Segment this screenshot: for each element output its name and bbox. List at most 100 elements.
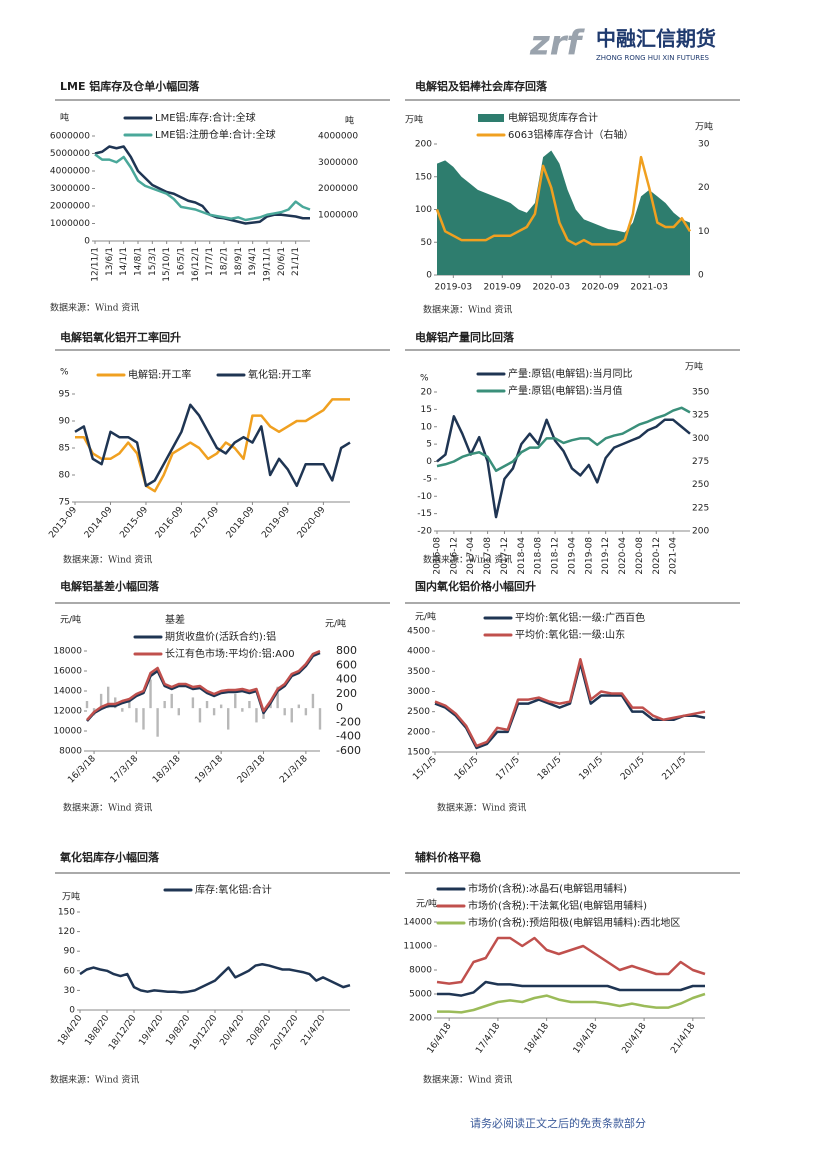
legend-label: 长江有色市场:平均价:铝:A00 [165,647,295,660]
basis-bar [234,693,237,709]
y-tick-label: 100 [415,205,432,215]
x-tick-label: 20/12/20 [269,1013,301,1052]
y-tick-label: -20 [417,527,432,537]
y-tick-label: 150 [415,172,432,182]
y-axis-unit: 万吨 [62,891,80,903]
y2-tick-label: 1000000 [318,210,358,220]
y2-tick-label: 800 [336,644,357,657]
source-note: 数据来源：Wind 资讯 [423,304,512,316]
y-tick-label: 3000 [407,687,430,697]
y2-axis-unit: 万吨 [695,121,713,133]
x-tick-label: 2020-09 [581,283,619,293]
x-tick-label: 17/7/1 [205,247,215,276]
y-tick-label: 80 [59,471,71,481]
basis-bar [191,697,195,709]
x-tick-label: 20/1/5 [619,755,647,783]
basis-bar [128,701,131,709]
y2-tick-label: 3000000 [318,158,358,168]
y-tick-label: 150 [58,908,75,918]
chart-title: 电解铝及铝棒社会库存回落 [415,79,548,93]
legend-label: 期货收盘价(活跃合约):铝 [165,630,276,643]
y-tick-label: 8000 [59,747,82,757]
x-tick-label: 2016-12 [449,537,459,575]
y-tick-label: 0 [426,271,432,281]
y-tick-label: 11000 [403,942,432,952]
y-tick-label: 90 [59,417,71,427]
x-tick-label: 19/8/20 [164,1013,192,1047]
y-tick-label: 12000 [53,707,82,717]
y-tick-label: -5 [423,474,432,484]
x-tick-label: 2021-03 [630,283,668,293]
basis-bar [283,708,286,716]
y-tick-label: 0 [426,457,432,467]
x-tick-label: 2019-03 [435,283,473,293]
y2-tick-label: 600 [336,658,357,671]
y-tick-label: 85 [59,444,70,454]
x-tick-label: 21/4/18 [669,1021,697,1055]
basis-bar [205,701,209,709]
chart-title: 电解铝氧化铝开工率回升 [60,330,181,344]
x-tick-label: 2021-04 [669,537,679,575]
basis-bar [85,701,89,709]
line-series [94,153,311,222]
y-tick-label: 8000 [409,966,432,976]
x-tick-label: 21/4/20 [299,1013,327,1047]
y-tick-label: 1000000 [50,219,90,229]
disclaimer: 请务必阅读正文之后的免责条款部分 [470,1116,646,1130]
chart-title: LME 铝库存及仓单小幅回落 [60,79,200,93]
basis-bar [297,704,301,709]
y2-tick-label: 250 [692,480,709,490]
basis-bar [135,708,138,723]
x-tick-label: 18/2/1 [220,247,230,276]
x-tick-label: 19/4/20 [137,1013,165,1047]
y2-axis-unit: 元/吨 [325,618,346,630]
y-tick-label: 20 [421,388,433,398]
y-tick-label: 14000 [53,687,82,697]
basis-bar [318,708,322,730]
source-note: 数据来源：Wind 资讯 [437,802,526,814]
basis-bar [163,701,166,709]
x-tick-label: 18/12/20 [107,1013,139,1052]
basis-bar [156,708,159,737]
legend-label: 平均价:氧化铝:一级:山东 [515,628,625,641]
x-tick-label: 2017-04 [466,537,476,575]
x-tick-label: 2020-08 [635,537,645,575]
x-tick-label: 14/8/1 [134,247,144,276]
y-tick-label: 5000000 [50,149,90,159]
x-tick-label: 2019-04 [567,537,577,575]
x-tick-label: 2018-12 [551,537,561,575]
line-series [437,980,705,997]
y-tick-label: 15 [421,405,432,415]
x-tick-label: 15/10/1 [162,247,172,282]
line-series [86,651,321,722]
basis-bar [241,708,244,712]
x-tick-label: 18/4/20 [56,1013,84,1047]
y2-tick-label: 2000000 [318,184,358,194]
y2-tick-label: -400 [336,730,361,743]
y-tick-label: 4000000 [50,167,90,177]
y-tick-label: 75 [59,498,70,508]
y-axis-unit: 万吨 [405,114,423,126]
x-tick-label: 16/4/18 [426,1021,454,1055]
source-note: 数据来源：Wind 资讯 [423,1074,512,1086]
logo-mark: zrf [529,24,586,64]
basis-bar [177,708,180,716]
y2-tick-label: 0 [698,271,704,281]
y-tick-label: 4000 [407,647,430,657]
legend-label: 产量:原铝(电解铝):当月值 [508,384,623,397]
y-tick-label: 120 [58,927,75,937]
x-tick-label: 15/3/1 [148,247,158,276]
basis-bar [198,708,202,723]
chart-title: 电解铝基差小幅回落 [60,579,160,593]
basis-bar [311,693,315,709]
area-series [437,150,690,275]
line-series [75,398,350,493]
x-tick-label: 2015-09 [118,505,150,540]
y-tick-label: 2000 [407,727,430,737]
y-tick-label: -10 [417,492,432,502]
y-tick-label: 200 [415,140,432,150]
line-series [436,936,706,985]
chart-title: 国内氧化铝价格小幅回升 [415,579,536,593]
y2-tick-label: 200 [692,527,709,537]
line-series [434,662,706,750]
